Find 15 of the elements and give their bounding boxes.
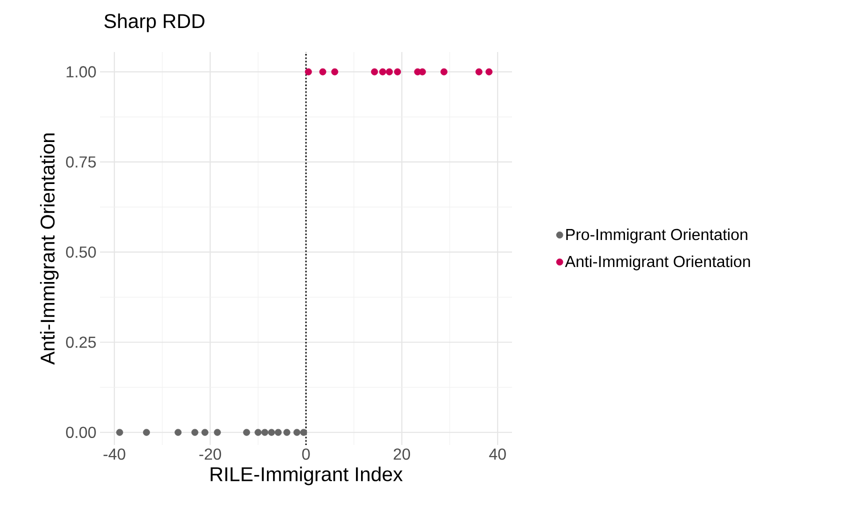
y-tick-label: 1.00 (66, 66, 96, 78)
x-tick-label: -40 (104, 448, 126, 460)
x-axis-title: RILE-Immigrant Index (210, 466, 403, 486)
y-tick-label: 0.50 (66, 246, 96, 258)
y-axis-title: Anti-Immigrant Orientation (40, 134, 59, 365)
chart-title: Sharp RDD (104, 14, 204, 32)
legend-label: Pro-Immigrant Orientation (566, 228, 748, 244)
x-tick-label: 0 (302, 448, 310, 460)
y-tick-label: 0.25 (66, 336, 96, 348)
y-tick-label: 0.75 (66, 156, 96, 168)
legend-label: Anti-Immigrant Orientation (564, 255, 750, 270)
y-tick-label: 0.00 (66, 426, 96, 438)
x-tick-label: 40 (489, 448, 506, 460)
x-tick-label: -20 (199, 448, 222, 460)
x-tick-label: 20 (394, 448, 410, 460)
